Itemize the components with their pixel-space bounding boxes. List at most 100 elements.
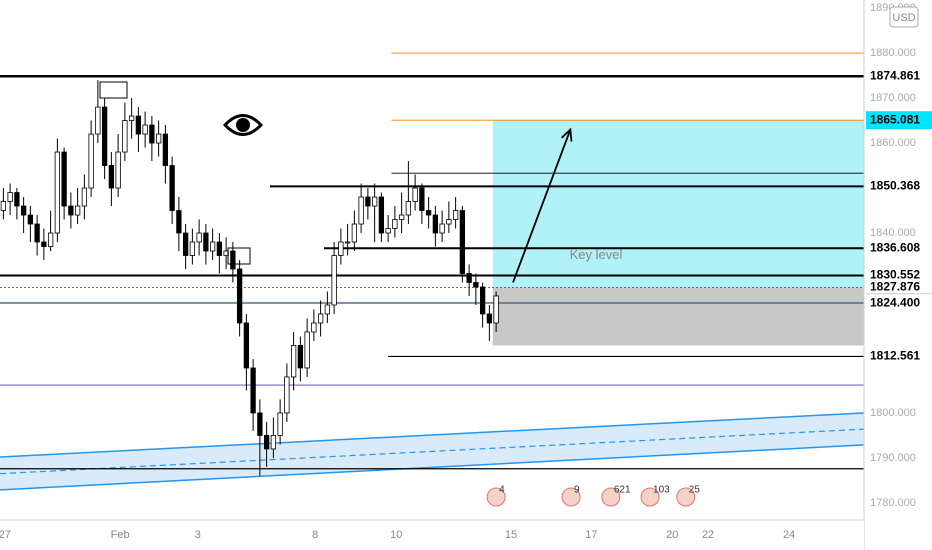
loss-zone [492,287,864,346]
y-tick-label: 1780.000 [870,497,916,509]
price-label: 1874.861 [870,68,920,82]
candle-body [392,219,398,229]
arrow-head [561,127,573,142]
candle-body [284,376,290,414]
candle-body [216,241,223,256]
y-tick-label: 1800.000 [870,407,916,419]
candle-body [446,219,452,225]
candle-body [20,205,27,216]
candle-body [277,412,283,436]
candle-body [169,165,175,211]
candle-body [493,295,499,324]
candle-body [230,250,236,270]
candle-body [115,151,121,189]
event-label: 103 [653,485,670,496]
candle-body [459,210,466,274]
candle-body [209,241,216,252]
candle-body [439,223,445,234]
candle-body [405,201,412,216]
event-icon [561,487,581,507]
price-label-bg [866,239,932,258]
time-axis [0,520,864,550]
event-icon [640,487,660,507]
candle-body [365,196,371,207]
candle-body [243,322,250,369]
x-tick-label: 10 [390,529,402,541]
x-tick-label: Feb [111,529,130,541]
candle-body [473,282,479,288]
candle-body [378,196,385,234]
currency: USD [892,12,915,24]
y-tick-label: 1870.000 [870,92,916,104]
profit-zone [492,120,864,288]
x-tick-label: 20 [666,529,678,541]
x-tick-label: 22 [702,529,714,541]
candle-body [128,115,135,121]
eye-icon [222,114,264,136]
channel-line [0,444,865,491]
candle-body [250,367,256,414]
candle-body [297,345,304,369]
x-tick-label: 27 [0,529,11,541]
candle-body [358,196,364,225]
candle-body [122,120,128,153]
price-label: 1812.561 [870,349,920,363]
y-tick-label: 1790.000 [870,452,916,464]
event-label: 25 [689,485,701,496]
candle-body [182,232,189,256]
event-label: 9 [574,485,580,496]
annotation: Key level [570,247,623,262]
event-icon [601,487,621,507]
candle-body [432,214,439,234]
candle-body [385,228,391,234]
price-label-bg [866,67,932,86]
candle-body [412,187,418,202]
price-label: 1865.081 [870,112,920,126]
x-tick-label: 15 [505,529,517,541]
price-label: 1824.400 [870,295,920,309]
channel-mid [0,428,865,475]
event-label: 621 [614,485,631,496]
candle-body [95,106,101,135]
candle-body [371,196,378,207]
candle-body [466,273,472,283]
candle-body [189,241,196,256]
candle-body [149,124,155,144]
candle-body [142,124,148,135]
candle-body [263,435,270,450]
channel-line [0,412,865,458]
candle-body [196,232,202,243]
candle-body [41,241,47,247]
price-label-bg [866,294,932,313]
event-icon [486,487,506,507]
y-tick-label: 1880.000 [870,47,916,59]
candle-body [398,214,405,220]
candle-body [155,133,162,144]
plot-area: Key level 4 9 621 103 25 [0,52,865,507]
x-tick-label: 24 [783,529,795,541]
candle-body [425,210,432,216]
currency-badge [889,6,919,28]
candle-body [61,151,67,207]
candle-body [486,313,493,324]
event-icon [676,487,696,507]
candle-body [304,331,310,369]
y-tick-label: 1860.000 [870,137,916,149]
price-label: 1830.552 [870,268,920,282]
event-label: 4 [499,485,505,496]
x-tick-label: 17 [585,529,597,541]
candle-body [108,165,115,189]
candle-body [203,232,209,252]
candle-body [162,133,169,166]
candle-body [74,205,81,216]
candle-body [311,322,317,333]
highlight-box [99,81,128,99]
price-label: 1836.608 [870,240,920,254]
price-label-bg [866,111,932,130]
price-label-bg [866,347,932,366]
x-tick-label: 8 [312,529,318,541]
candle-body [331,255,337,306]
price-label-bg [866,278,932,297]
